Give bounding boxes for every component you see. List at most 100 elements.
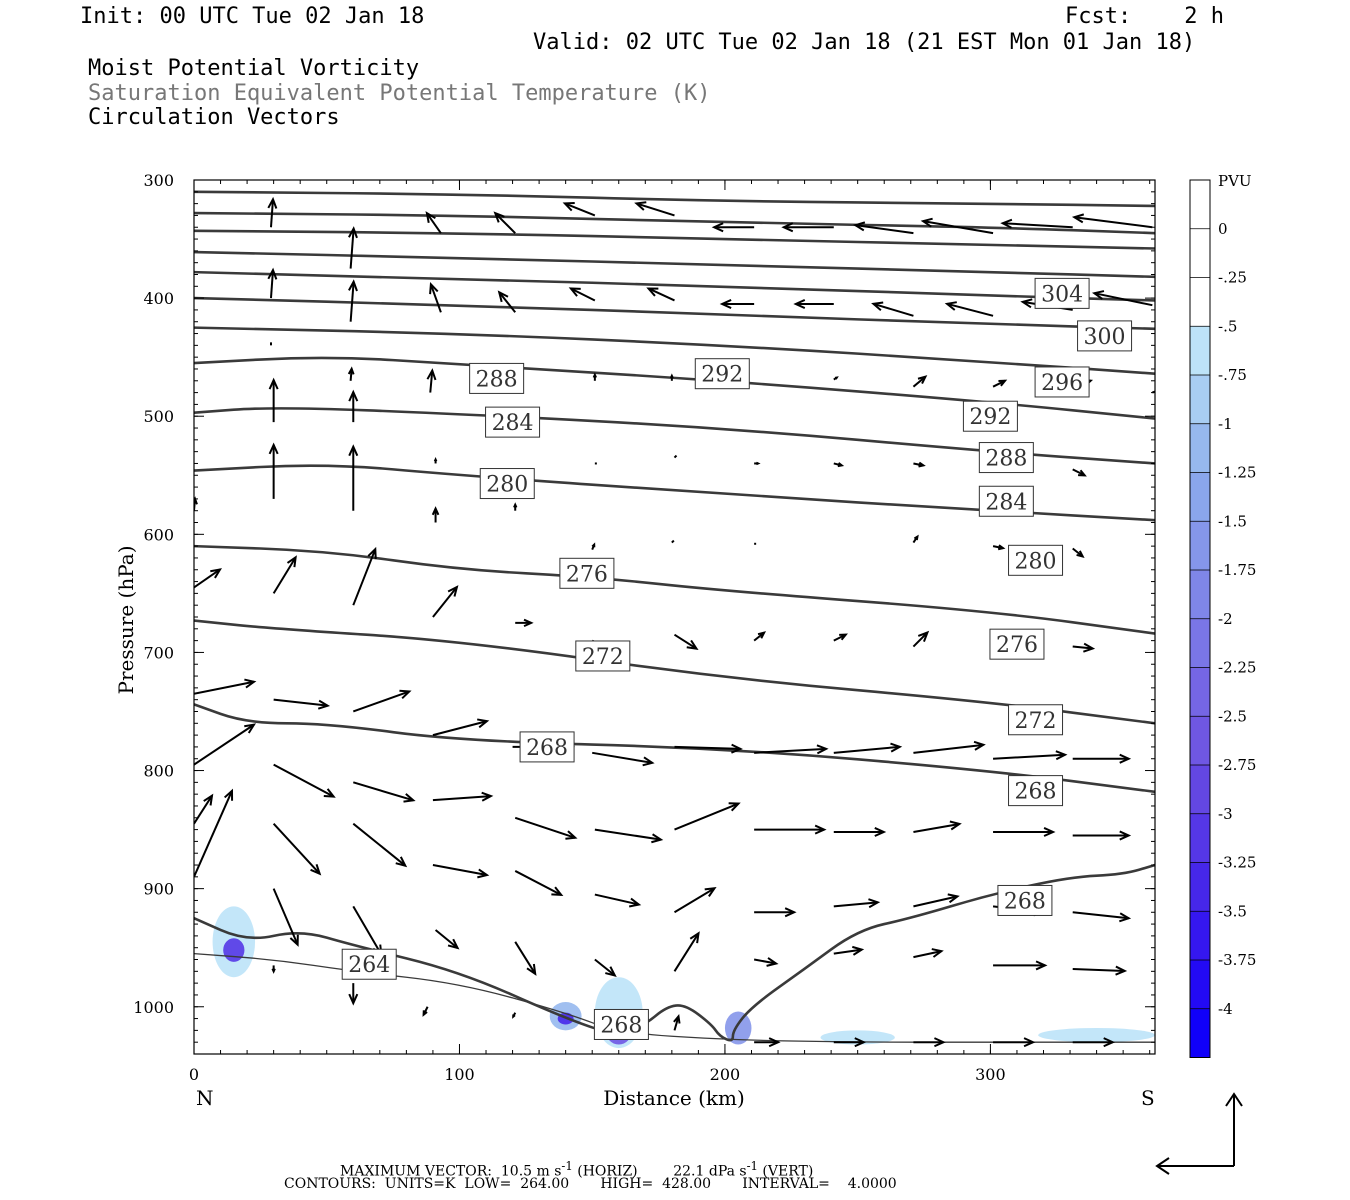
svg-text:276: 276: [996, 633, 1038, 658]
theta-es-contour-300: [194, 296, 1155, 331]
circulation-vector: [1072, 911, 1132, 923]
circulation-vector: [912, 534, 919, 544]
colorbar-label: -.25: [1218, 269, 1247, 287]
theta-es-contour-304: [194, 270, 1155, 302]
theta-es-contour-288: [194, 407, 1155, 465]
circulation-vector: [434, 929, 460, 950]
circulation-vector: [514, 941, 537, 976]
circulation-vector: [993, 1037, 1036, 1048]
circulation-vector: [1091, 290, 1153, 307]
colorbar-swatch: [1190, 326, 1210, 375]
x-tick-label: 100: [444, 1065, 475, 1084]
field-label-mpv: Moist Potential Vorticity: [88, 56, 420, 81]
circulation-vector: [673, 1014, 681, 1031]
colorbar-swatch: [1190, 1008, 1210, 1058]
circulation-vector: [194, 788, 234, 878]
circulation-vector: [673, 633, 699, 651]
svg-text:276: 276: [566, 562, 608, 587]
circulation-vector: [912, 375, 928, 388]
contour-label: 272: [575, 640, 631, 672]
contour-label: 268: [997, 884, 1053, 916]
contour-label: 292: [962, 400, 1018, 432]
circulation-vector: [674, 802, 741, 831]
svg-text:292: 292: [701, 363, 743, 388]
axis-layer: 300 400 500 600 700 800 900 1000 0 100 200 300: [133, 171, 1155, 1084]
circulation-vector: [754, 461, 761, 466]
circulation-vector: [711, 222, 755, 233]
circulation-vector: [594, 828, 664, 844]
theta-es-contour-292: [194, 356, 1155, 420]
colorbar-swatch: [1190, 570, 1210, 619]
circulation-vector: [1072, 547, 1085, 559]
circulation-vector: [348, 389, 359, 423]
circulation-vector: [754, 744, 829, 755]
circulation-vector: [793, 299, 834, 309]
circulation-vector: [669, 373, 674, 381]
circulation-vector: [433, 457, 438, 464]
contour-label: 300: [1077, 320, 1133, 352]
circulation-vector: [671, 539, 675, 544]
colorbar-label: -1.25: [1218, 464, 1256, 482]
contour-layer: [194, 190, 1155, 1043]
theta-es-contour-304: [194, 211, 1155, 235]
colorbar-swatch: [1190, 716, 1210, 765]
svg-text:300: 300: [1084, 325, 1126, 350]
colorbar: PVU 0 -.25 -.5 -.75 -1 -1.25 -1.5 -1.75 -2 -2.25 -2…: [1189, 172, 1256, 1058]
circulation-vector: [514, 816, 578, 840]
pv-shading-patch: [820, 1030, 895, 1045]
contour-label: 296: [1034, 366, 1090, 398]
circulation-vector: [352, 781, 416, 803]
colorbar-swatch: [1190, 618, 1210, 668]
colorbar-label: -4: [1218, 1000, 1233, 1018]
circulation-vector: [913, 461, 926, 468]
colorbar-swatch: [1190, 277, 1210, 327]
circulation-vector: [592, 751, 655, 767]
circulation-vector: [272, 888, 299, 947]
circulation-vector: [754, 1037, 781, 1048]
svg-text:268: 268: [600, 1013, 642, 1038]
svg-text:268: 268: [1004, 889, 1046, 914]
circulation-vector: [920, 217, 994, 235]
circulation-vector: [432, 791, 494, 802]
contour-label: 268: [1008, 775, 1064, 807]
y-tick-label: 300: [143, 171, 174, 190]
circulation-vector: [194, 723, 257, 766]
circulation-vector: [493, 211, 516, 234]
colorbar-swatch: [1190, 180, 1210, 229]
theta-es-contour-264: [194, 952, 1155, 1043]
circulation-vector: [352, 546, 377, 606]
colorbar-swatch: [1190, 862, 1210, 912]
x-axis-title: Distance (km): [603, 1086, 745, 1110]
y-tick-label: 400: [143, 289, 174, 308]
circulation-vector: [594, 958, 617, 978]
colorbar-label: -3.5: [1218, 902, 1247, 920]
pv-shading-patch: [1038, 1028, 1155, 1043]
circulation-vector: [646, 287, 675, 302]
circulation-vector: [594, 893, 642, 908]
circulation-vector: [431, 506, 440, 523]
theta-es-contour-276: [194, 619, 1155, 725]
circulation-vector: [993, 750, 1068, 761]
circulation-vector: [853, 221, 914, 235]
circulation-vector: [1071, 213, 1153, 229]
circulation-vector: [634, 201, 675, 217]
contour-label: 280: [1008, 544, 1064, 576]
circulation-vector: [562, 202, 596, 217]
svg-text:272: 272: [582, 645, 624, 670]
contour-label: 284: [978, 485, 1034, 517]
contour-label: 276: [559, 557, 615, 589]
circulation-vector: [497, 290, 516, 313]
y-tick-label: 900: [143, 880, 174, 899]
svg-text:280: 280: [486, 473, 528, 498]
reference-vector-horizontal: [1155, 1157, 1234, 1175]
circulation-vector: [833, 633, 848, 642]
colorbar-swatch: [1190, 423, 1210, 473]
circulation-vector: [754, 907, 797, 918]
theta-es-contour-304: [194, 250, 1155, 279]
circulation-vector: [591, 542, 596, 551]
circulation-vector: [268, 377, 279, 423]
circulation-vector: [674, 743, 743, 754]
circulation-vector: [272, 823, 322, 876]
field-label-vectors: Circulation Vectors: [88, 105, 340, 130]
colorbar-swatch: [1190, 228, 1210, 278]
